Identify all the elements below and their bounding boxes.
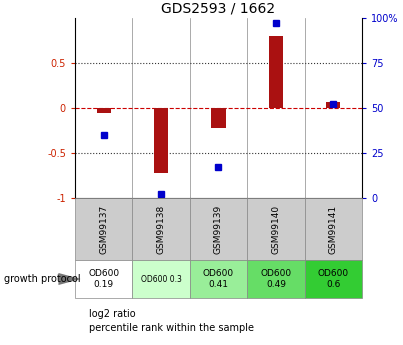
Bar (97, 108, 111, 112)
Text: growth protocol: growth protocol (4, 274, 81, 284)
Text: GSM99137: GSM99137 (99, 204, 108, 254)
Bar (247, 260, 305, 298)
Bar (133, 260, 190, 298)
Bar (305, 260, 362, 298)
Bar (154, 108, 168, 173)
Text: GSM99139: GSM99139 (214, 204, 223, 254)
Bar (211, 108, 226, 128)
Bar (269, 36, 283, 108)
Text: log2 ratio: log2 ratio (89, 309, 136, 319)
Text: OD600
0.49: OD600 0.49 (260, 269, 291, 289)
Text: OD600
0.41: OD600 0.41 (203, 269, 234, 289)
Title: GDS2593 / 1662: GDS2593 / 1662 (162, 1, 276, 16)
Bar (326, 102, 341, 108)
Bar (190, 198, 247, 260)
Text: OD600 0.3: OD600 0.3 (141, 275, 181, 284)
Text: GSM99141: GSM99141 (329, 205, 338, 254)
Bar (75, 260, 133, 298)
Text: percentile rank within the sample: percentile rank within the sample (89, 323, 254, 333)
Text: OD600
0.6: OD600 0.6 (318, 269, 349, 289)
Text: GSM99138: GSM99138 (157, 204, 166, 254)
Text: GSM99140: GSM99140 (271, 205, 280, 254)
Bar (133, 198, 190, 260)
Bar (190, 260, 247, 298)
Polygon shape (58, 273, 81, 285)
Bar (247, 198, 305, 260)
Text: OD600
0.19: OD600 0.19 (88, 269, 119, 289)
Bar (305, 198, 362, 260)
Bar (75, 198, 133, 260)
